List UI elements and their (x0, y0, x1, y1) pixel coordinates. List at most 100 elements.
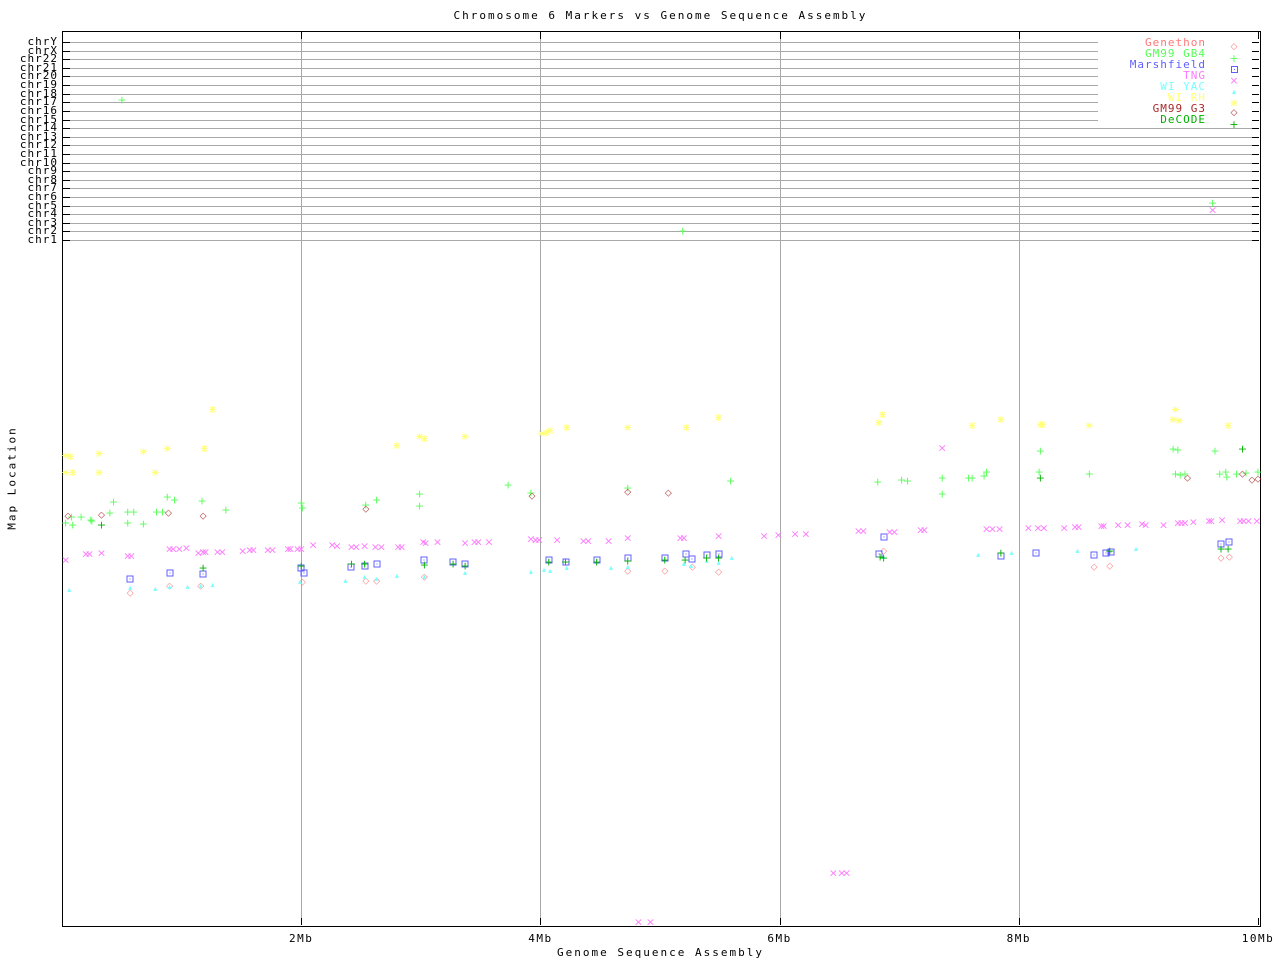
tng-point: × (578, 534, 589, 548)
tng-point: × (245, 543, 255, 557)
genethon-point: ◇ (624, 566, 632, 577)
tng-point: × (1073, 520, 1084, 534)
y-tick-right (1252, 85, 1259, 86)
legend-label: Marshfield (1129, 58, 1206, 71)
marshfield-point (688, 555, 696, 563)
wi-rh-point (713, 412, 724, 423)
chromosome-gridline (63, 154, 1258, 155)
tng-point: × (174, 542, 184, 556)
tng-point: × (123, 549, 133, 563)
gm99-gb4-point: + (678, 224, 688, 238)
chromosome-label: chr15 (19, 113, 58, 126)
chromosome-label: chr17 (19, 95, 58, 108)
gm99-gb4-point: + (123, 516, 133, 530)
tng-point: × (1235, 514, 1245, 528)
y-tick-left (63, 59, 70, 60)
tng-point: × (1113, 518, 1123, 532)
chromosome-gridline (63, 223, 1258, 224)
wi-yac-point: ▴ (541, 565, 546, 574)
y-tick-right (1252, 197, 1259, 198)
decode-point: + (875, 550, 885, 564)
tng-point: × (987, 522, 998, 536)
wi-rh-point (622, 422, 633, 433)
y-tick-right (1252, 240, 1259, 241)
legend: Genethon ◇ GM99 GB4 + Marshfield TNG × WI YAC ▴ W… (1098, 36, 1252, 130)
gm99-g3-point: ◇ (64, 511, 72, 522)
marshfield-point (624, 554, 632, 562)
chromosome-label: chr2 (27, 224, 58, 237)
y-tick-left (63, 42, 70, 43)
decode-point: + (592, 555, 602, 569)
tng-point: × (1188, 515, 1199, 529)
decode-point: + (680, 553, 690, 567)
wi-yac-point: ▴ (528, 567, 533, 576)
chromosome-label: chrY (27, 35, 58, 48)
plus-icon: + (1229, 118, 1239, 131)
marshfield-point (126, 575, 134, 583)
tng-point: × (484, 535, 494, 549)
gm99-g3-point: ◇ (664, 488, 672, 499)
tng-point: × (981, 522, 992, 536)
gm99-gb4-point: + (361, 498, 371, 512)
x-tick-top (301, 32, 303, 39)
x-tick-top (1258, 32, 1259, 39)
tng-point: × (1239, 514, 1249, 528)
y-tick-right (1252, 42, 1259, 43)
legend-row: Marshfield (1098, 58, 1252, 73)
chromosome-gridline (63, 111, 1258, 112)
tng-point: × (193, 546, 203, 560)
wi-yac-point: ▴ (881, 552, 886, 561)
gm99-g3-point: ◇ (1254, 474, 1262, 485)
chromosome-gridline (63, 68, 1258, 69)
decode-point: + (660, 553, 670, 567)
tng-point: × (420, 536, 431, 550)
wi-rh-point (561, 422, 572, 433)
chromosome-label: chr3 (27, 216, 58, 229)
decode-point: + (1035, 471, 1045, 485)
tng-point: × (633, 915, 644, 929)
wi-yac-point: ▴ (547, 566, 552, 575)
genethon-point: ◇ (1217, 553, 1225, 564)
tng-point: × (332, 539, 342, 553)
tng-point: × (889, 525, 900, 539)
tng-point: × (267, 543, 278, 557)
tng-point: × (623, 531, 633, 545)
marshfield-point (1102, 549, 1110, 557)
gm99-gb4-point: + (937, 471, 947, 485)
wi-rh-point (544, 425, 555, 436)
marshfield-point (420, 556, 428, 564)
wi-yac-point: ▴ (198, 581, 203, 590)
chromosome-gridline (63, 180, 1258, 181)
wi-yac-point: ▴ (185, 582, 190, 591)
marshfield-point (1090, 551, 1098, 559)
tng-point: × (583, 534, 593, 548)
y-tick-left (63, 197, 70, 198)
tng-point: × (1099, 519, 1109, 533)
gm99-gb4-point: + (151, 505, 162, 519)
x-tick-label: 4Mb (528, 932, 553, 945)
tng-point: × (84, 547, 95, 561)
marshfield-point (300, 569, 308, 577)
tng-point: × (397, 540, 407, 554)
decode-point: + (460, 559, 470, 573)
tng-point: × (1033, 521, 1043, 535)
plus-icon: + (1229, 52, 1239, 65)
gm99-gb4-point: + (371, 493, 382, 507)
gm99-gb4-point: + (162, 490, 172, 504)
tng-point: × (1207, 203, 1218, 217)
tng-point: × (200, 545, 211, 559)
genethon-point: ◇ (166, 581, 174, 592)
marshfield-point (361, 562, 369, 570)
chromosome-gridline (63, 94, 1258, 95)
gm99-gb4-point: + (623, 481, 633, 495)
decode-point: + (96, 518, 107, 532)
gm99-gb4-point: + (979, 469, 989, 483)
gm99-gb4-point: + (138, 517, 148, 531)
chromosome-label: chr13 (19, 130, 58, 143)
y-tick-left (63, 102, 70, 103)
y-tick-right (1252, 76, 1259, 77)
tng-point: × (60, 553, 71, 567)
wi-rh-point (65, 451, 76, 462)
tng-point: × (248, 543, 258, 557)
gm99-gb4-point: + (1168, 442, 1178, 456)
